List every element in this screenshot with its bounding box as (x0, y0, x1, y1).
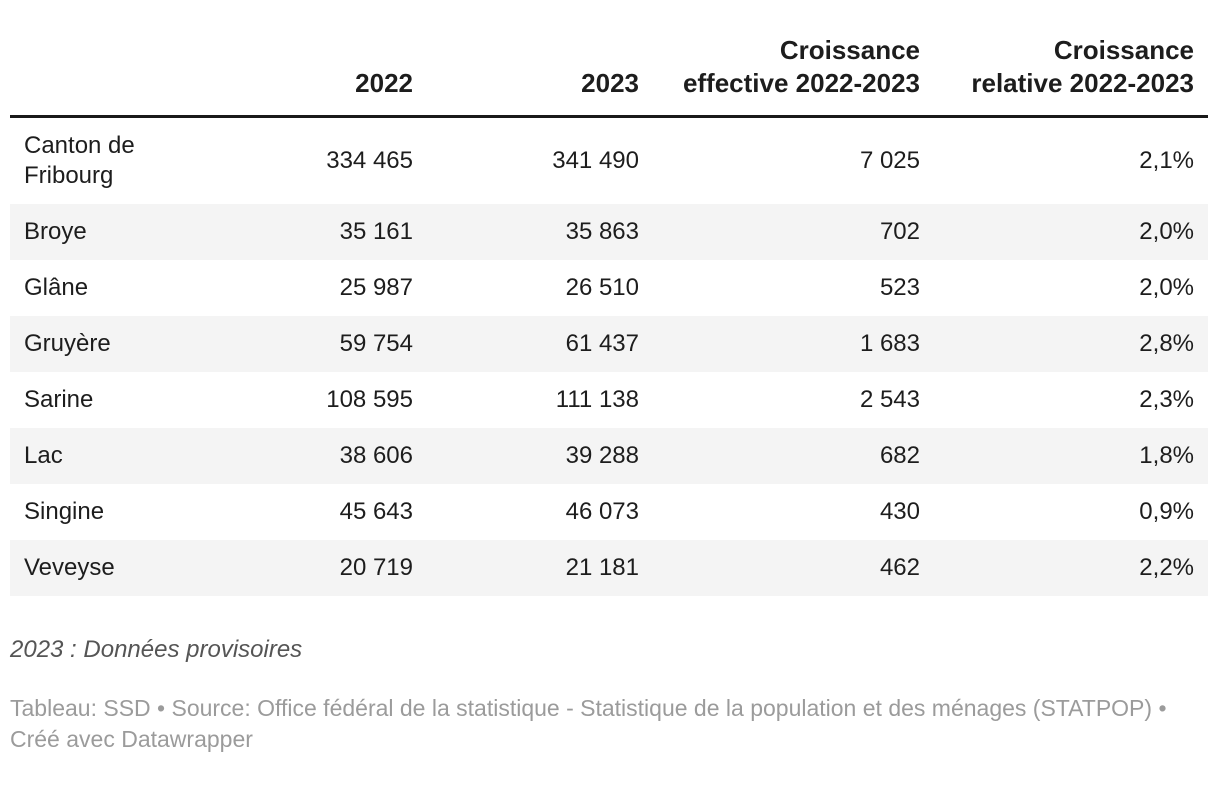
header-cell-text: Croissance effective 2022-2023 (682, 35, 920, 98)
table-row: Broye 35 161 35 863 702 2,0% (10, 204, 1208, 260)
cell-value: 2,2% (1139, 554, 1194, 581)
table-row: Lac 38 606 39 288 682 1,8% (10, 428, 1208, 484)
table-byline: Tableau: SSD • Source: Office fédéral de… (10, 695, 1167, 753)
row-label: Glâne (24, 274, 89, 301)
table-row: Singine 45 643 46 073 430 0,9% (10, 484, 1208, 540)
population-table: 2022 2023 Croissance effective 2022-2023 Cr… (10, 28, 1208, 596)
cell-value: 38 606 (339, 442, 413, 469)
row-label: Broye (24, 218, 87, 245)
header-cell-label (10, 28, 202, 118)
cell-value: 430 (879, 498, 920, 525)
table-header: 2022 2023 Croissance effective 2022-2023 Cr… (10, 28, 1208, 118)
header-cell-2: 2023 (427, 28, 653, 118)
table-notes: 2023 : Données provisoires (10, 636, 303, 663)
table-row: Glâne 25 987 26 510 523 2,0% (10, 260, 1208, 316)
row-label: Gruyère (24, 330, 111, 357)
row-label: Canton de Fribourg (24, 132, 135, 189)
header-cell-4: Croissance relative 2022-2023 (934, 28, 1208, 118)
cell-value: 2,8% (1139, 330, 1194, 357)
cell-value: 7 025 (859, 147, 920, 174)
cell-value: 2,1% (1139, 147, 1194, 174)
cell-value: 2,0% (1139, 274, 1194, 301)
cell-value: 2,3% (1139, 386, 1194, 413)
table-header-row: 2022 2023 Croissance effective 2022-2023 Cr… (10, 28, 1208, 118)
cell-value: 341 490 (552, 147, 639, 174)
row-label: Sarine (24, 386, 94, 413)
table-row: Veveyse 20 719 21 181 462 2,2% (10, 540, 1208, 596)
cell-value: 46 073 (565, 498, 639, 525)
cell-value: 20 719 (339, 554, 413, 581)
cell-value: 25 987 (339, 274, 413, 301)
cell-value: 462 (879, 554, 920, 581)
cell-value: 2,0% (1139, 218, 1194, 245)
table-row: Canton de Fribourg 334 465 341 490 7 025 2,1… (10, 117, 1208, 205)
cell-value: 21 181 (565, 554, 639, 581)
cell-value: 111 138 (555, 386, 639, 413)
cell-value: 1,8% (1139, 442, 1194, 469)
cell-value: 61 437 (565, 330, 639, 357)
cell-value: 702 (879, 218, 920, 245)
table-row: Gruyère 59 754 61 437 1 683 2,8% (10, 316, 1208, 372)
cell-value: 26 510 (565, 274, 639, 301)
cell-value: 39 288 (565, 442, 639, 469)
cell-value: 35 161 (339, 218, 413, 245)
header-cell-text: Croissance relative 2022-2023 (971, 35, 1194, 98)
row-label: Lac (24, 442, 63, 469)
table-body: Canton de Fribourg 334 465 341 490 7 025 2,1… (10, 117, 1208, 596)
row-label: Singine (24, 498, 105, 525)
cell-value: 35 863 (565, 218, 639, 245)
cell-value: 2 543 (859, 386, 920, 413)
header-cell-3: Croissance effective 2022-2023 (653, 28, 934, 118)
cell-value: 523 (879, 274, 920, 301)
table-row: Sarine 108 595 111 138 2 543 2,3% (10, 372, 1208, 428)
cell-value: 1 683 (859, 330, 920, 357)
cell-value: 0,9% (1139, 498, 1194, 525)
cell-value: 45 643 (339, 498, 413, 525)
cell-value: 59 754 (339, 330, 413, 357)
row-label: Veveyse (24, 554, 115, 581)
cell-value: 334 465 (326, 147, 413, 174)
cell-value: 108 595 (326, 386, 413, 413)
cell-value: 682 (879, 442, 920, 469)
header-cell-1: 2022 (202, 28, 427, 118)
